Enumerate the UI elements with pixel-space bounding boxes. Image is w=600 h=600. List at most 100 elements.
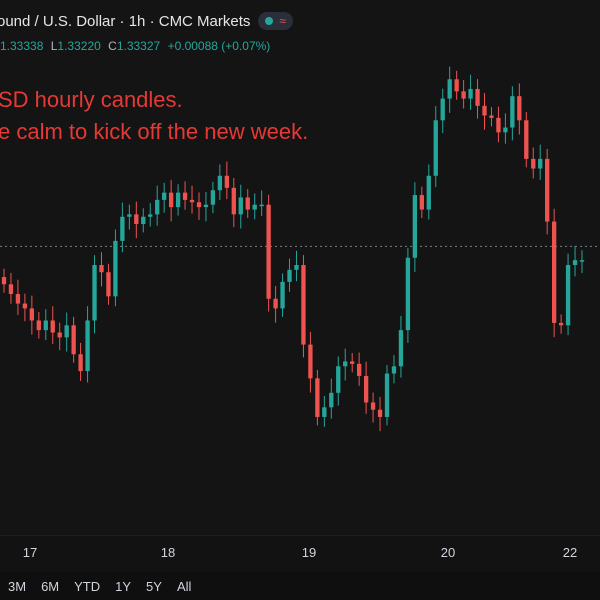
candle-body[interactable] [1, 277, 7, 285]
candle-body[interactable] [266, 204, 271, 299]
candle-body[interactable] [363, 375, 369, 403]
candle-body[interactable] [322, 407, 327, 417]
candle-body[interactable] [329, 392, 334, 408]
candle-body[interactable] [85, 320, 90, 372]
candle-body[interactable] [503, 127, 508, 133]
candle-body[interactable] [196, 202, 202, 208]
candle-body[interactable] [99, 265, 104, 273]
candle-body[interactable] [398, 330, 404, 367]
candle-body[interactable] [182, 192, 188, 200]
candle-body[interactable] [433, 120, 438, 176]
candle-body[interactable] [29, 308, 35, 321]
candle-body[interactable] [426, 175, 431, 210]
candle-body[interactable] [336, 366, 341, 393]
candle-body[interactable] [15, 293, 21, 304]
candle-body[interactable] [356, 363, 362, 376]
candle-body[interactable] [134, 214, 139, 224]
candle-body[interactable] [419, 195, 424, 210]
candle-body[interactable] [273, 298, 278, 309]
candle-body[interactable] [489, 115, 494, 118]
candle-body[interactable] [127, 214, 132, 217]
date-range-bar: 3M 6M YTD 1Y 5Y All [0, 572, 600, 600]
candle-body[interactable] [22, 303, 28, 309]
candle-body[interactable] [308, 344, 313, 379]
candle-body[interactable] [168, 192, 174, 208]
candle-body[interactable] [565, 265, 571, 326]
candle-body[interactable] [162, 192, 167, 200]
candle-body[interactable] [203, 204, 209, 208]
candle-body[interactable] [43, 320, 48, 331]
candle-body[interactable] [224, 175, 230, 188]
range-6m-button[interactable]: 6M [41, 578, 60, 594]
candle-body[interactable] [510, 96, 515, 128]
candle-body[interactable] [294, 265, 299, 270]
candle-body[interactable] [64, 325, 69, 338]
candle-body[interactable] [377, 409, 383, 417]
candle-body[interactable] [391, 366, 397, 374]
time-axis[interactable]: 17 18 19 20 22 [0, 535, 600, 572]
candle-body[interactable] [155, 199, 160, 215]
candle-body[interactable] [92, 265, 97, 321]
candle-body[interactable] [315, 378, 320, 417]
candle-body[interactable] [572, 260, 578, 265]
candle-body[interactable] [558, 322, 564, 326]
candle-body[interactable] [412, 195, 418, 258]
candle-body[interactable] [538, 158, 543, 169]
candle-body[interactable] [252, 204, 257, 210]
candle-body[interactable] [405, 257, 411, 331]
candle-body[interactable] [517, 96, 522, 121]
candle-body[interactable] [551, 221, 557, 323]
plot-area[interactable]: ound / U.S. Dollar · 1h · CMC Markets ≈ … [0, 0, 600, 535]
range-all-button[interactable]: All [176, 578, 192, 594]
candle-body[interactable] [461, 91, 466, 99]
candle-body[interactable] [475, 88, 480, 106]
candle-body[interactable] [50, 320, 55, 333]
candle-body[interactable] [231, 187, 236, 215]
candle-body[interactable] [370, 402, 376, 410]
candle-body[interactable] [57, 332, 62, 338]
candle-body[interactable] [71, 325, 76, 355]
candle-body[interactable] [210, 190, 216, 205]
range-ytd-button[interactable]: YTD [74, 578, 101, 594]
candle-body[interactable] [384, 373, 390, 417]
candle-body[interactable] [36, 320, 41, 331]
candle-body[interactable] [454, 79, 459, 92]
candle-body[interactable] [524, 120, 529, 159]
candle-body[interactable] [301, 265, 306, 345]
candle-body[interactable] [287, 269, 292, 282]
candle-body[interactable] [259, 204, 264, 207]
candle-body[interactable] [238, 197, 243, 215]
candle-body[interactable] [189, 199, 195, 203]
candlestick-chart[interactable] [0, 0, 600, 535]
range-1y-button[interactable]: 1Y [115, 578, 132, 594]
candle-body[interactable] [579, 260, 585, 262]
candle-body[interactable] [141, 216, 146, 224]
candle-body[interactable] [120, 216, 125, 241]
candle-body[interactable] [350, 361, 355, 364]
candle-body[interactable] [343, 361, 348, 367]
candle-body[interactable] [482, 105, 487, 116]
candle-body[interactable] [468, 88, 473, 99]
range-3m-button[interactable]: 3M [8, 578, 27, 594]
candle-body[interactable] [545, 158, 550, 222]
candle-body[interactable] [106, 272, 111, 297]
candle-body[interactable] [8, 284, 14, 294]
market-status-pill[interactable]: ≈ [258, 12, 293, 30]
candle-body[interactable] [217, 175, 223, 191]
candle-body[interactable] [447, 79, 452, 99]
time-label-17: 17 [22, 545, 38, 560]
candle-body[interactable] [531, 158, 536, 169]
time-label-20: 20 [440, 545, 456, 560]
candle-body[interactable] [496, 117, 501, 133]
symbol-title[interactable]: ound / U.S. Dollar · 1h · CMC Markets [0, 12, 251, 30]
candle-body[interactable] [280, 281, 285, 309]
candle-body[interactable] [440, 98, 445, 121]
low-label: L [50, 39, 58, 53]
candle-body[interactable] [113, 240, 118, 297]
range-5y-button[interactable]: 5Y [146, 578, 162, 594]
candle-body[interactable] [175, 192, 181, 208]
candle-body[interactable] [78, 354, 83, 372]
candle-body[interactable] [245, 197, 250, 210]
candle-body[interactable] [148, 214, 153, 217]
